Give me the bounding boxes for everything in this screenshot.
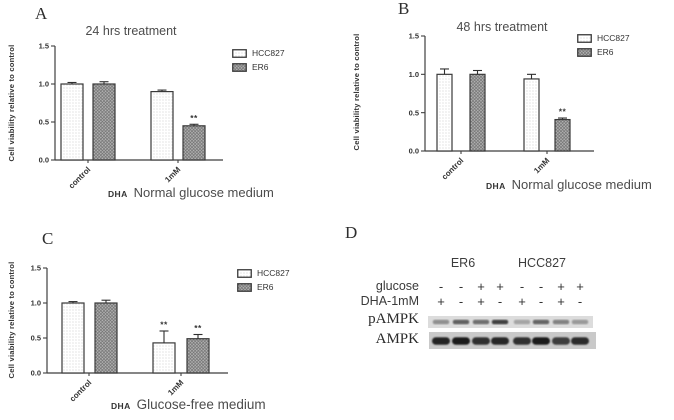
hcc827-swatch-icon: [237, 268, 252, 278]
er6-swatch-icon: [232, 62, 247, 72]
svg-text:1.5: 1.5: [31, 264, 41, 273]
western-blot-image: - - + + - - + ++ - + - + - + -: [428, 279, 596, 349]
svg-text:0.5: 0.5: [409, 108, 419, 117]
svg-text:1mM: 1mM: [532, 156, 551, 175]
panel-c: C Cell viability relative to control 0.0…: [0, 210, 337, 420]
svg-text:1.0: 1.0: [409, 70, 419, 79]
svg-text:**: **: [194, 323, 202, 333]
svg-text:+: +: [477, 279, 485, 294]
svg-text:0.5: 0.5: [31, 334, 41, 343]
panel-b-xlabel: Normal glucose medium: [511, 177, 652, 192]
svg-text:**: **: [190, 113, 198, 123]
panel-b-bar-chart: 0.0 0.5 1.0 1.5 control 1mM **: [409, 32, 594, 182]
blot-group-header-hcc827: HCC827: [518, 256, 566, 270]
legend-label-hcc827: HCC827: [597, 33, 630, 43]
panel-b-legend: HCC827 ER6: [577, 33, 630, 57]
svg-text:1.5: 1.5: [39, 42, 49, 51]
panel-c-xlabel: Glucose-free medium: [136, 397, 266, 412]
panel-a-xlabel: Normal glucose medium: [133, 185, 274, 200]
svg-text:1.5: 1.5: [409, 32, 419, 41]
hcc827-swatch-icon: [577, 33, 592, 43]
svg-text:-: -: [459, 279, 463, 294]
svg-text:+: +: [437, 294, 445, 309]
svg-text:0.0: 0.0: [31, 369, 41, 378]
panel-a-xlabel-prefix: DHA: [108, 189, 128, 199]
svg-text:-: -: [520, 279, 524, 294]
panel-c-bar-chart: 0.0 0.5 1.0 1.5 control 1mM ** **: [31, 264, 228, 404]
svg-text:+: +: [557, 294, 565, 309]
legend-item-hcc827: HCC827: [577, 33, 630, 43]
svg-text:-: -: [578, 294, 582, 309]
panel-a-title: 24 hrs treatment: [85, 24, 177, 38]
svg-text:-: -: [459, 294, 463, 309]
legend-item-er6: ER6: [237, 282, 290, 292]
blot-row-label-glucose: glucose: [375, 279, 419, 293]
legend-item-hcc827: HCC827: [237, 268, 290, 278]
blot-row-label-pampk: pAMPK: [368, 311, 419, 327]
panel-a: A 24 hrs treatment Cell viability relati…: [0, 0, 337, 210]
svg-text:+: +: [496, 279, 504, 294]
panel-c-xlabel-prefix: DHA: [111, 401, 131, 411]
panel-c-letter: C: [42, 229, 54, 248]
svg-text:-: -: [498, 294, 502, 309]
legend-label-er6: ER6: [252, 62, 269, 72]
legend-label-er6: ER6: [257, 282, 274, 292]
blot-group-header-er6: ER6: [450, 256, 476, 270]
legend-item-er6: ER6: [577, 47, 630, 57]
panel-b-xlabel-prefix: DHA: [486, 181, 506, 191]
svg-text:+: +: [557, 279, 565, 294]
svg-text:1.0: 1.0: [39, 80, 49, 89]
panel-b-x-axis-caption: DHA Normal glucose medium: [486, 177, 652, 192]
svg-text:1mM: 1mM: [163, 165, 182, 184]
svg-text:-: -: [539, 279, 543, 294]
svg-text:+: +: [576, 279, 584, 294]
er6-swatch-icon: [577, 47, 592, 57]
legend-item-hcc827: HCC827: [232, 48, 285, 58]
panel-b-letter: B: [398, 0, 410, 18]
legend-label-hcc827: HCC827: [252, 48, 285, 58]
svg-text:-: -: [539, 294, 543, 309]
panel-d-letter: D: [345, 223, 358, 242]
svg-text:**: **: [559, 107, 567, 117]
panel-b-title: 48 hrs treatment: [456, 20, 548, 34]
panel-b: B 48 hrs treatment Cell viability relati…: [337, 0, 674, 210]
svg-text:0.0: 0.0: [39, 156, 49, 165]
blot-row-label-ampk: AMPK: [375, 331, 419, 347]
hcc827-swatch-icon: [232, 48, 247, 58]
panel-c-legend: HCC827 ER6: [237, 268, 290, 292]
panel-c-x-axis-caption: DHA Glucose-free medium: [111, 397, 266, 412]
panel-a-x-axis-caption: DHA Normal glucose medium: [108, 185, 274, 200]
er6-swatch-icon: [237, 282, 252, 292]
svg-text:0.0: 0.0: [409, 147, 419, 156]
svg-text:+: +: [477, 294, 485, 309]
legend-item-er6: ER6: [232, 62, 285, 72]
legend-label-hcc827: HCC827: [257, 268, 290, 278]
svg-text:control: control: [68, 378, 94, 404]
panel-a-legend: HCC827 ER6: [232, 48, 285, 72]
panel-d: D ER6 HCC827 glucose DHA-1mM pAMPK AMPK …: [337, 210, 674, 420]
blot-row-label-dha-1mm: DHA-1mM: [360, 294, 419, 308]
panel-a-letter: A: [35, 4, 48, 23]
svg-text:+: +: [518, 294, 526, 309]
svg-text:-: -: [439, 279, 443, 294]
svg-text:1.0: 1.0: [31, 299, 41, 308]
svg-text:1mM: 1mM: [166, 378, 185, 397]
svg-text:**: **: [160, 320, 168, 330]
svg-text:control: control: [440, 156, 466, 182]
svg-text:0.5: 0.5: [39, 118, 49, 127]
legend-label-er6: ER6: [597, 47, 614, 57]
panel-a-bar-chart: 0.0 0.5 1.0 1.5 control 1mM **: [39, 42, 223, 191]
svg-text:control: control: [67, 165, 93, 191]
